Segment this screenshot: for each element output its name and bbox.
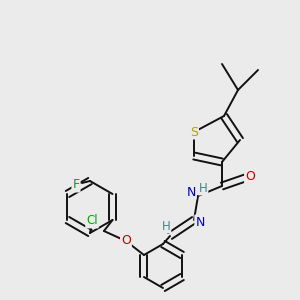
Text: F: F (72, 178, 80, 191)
Text: N: N (186, 185, 196, 199)
Text: S: S (190, 125, 198, 139)
Text: O: O (121, 235, 131, 248)
Text: N: N (195, 215, 205, 229)
Text: H: H (162, 220, 170, 232)
Text: O: O (245, 170, 255, 184)
Text: H: H (199, 182, 207, 194)
Text: Cl: Cl (86, 214, 98, 227)
